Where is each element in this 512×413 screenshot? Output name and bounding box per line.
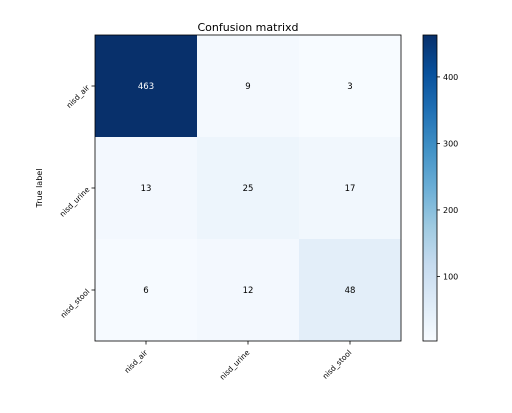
cell-value-nisd-air-nisd-stool: 3 (347, 82, 352, 92)
y-tick-label-nisd-urine: nisd_urine (58, 185, 92, 219)
x-tick-label-nisd-air: nisd_air (123, 347, 151, 375)
colorbar-tick-label-300: 300 (443, 139, 458, 148)
x-tick-label-nisd-stool: nisd_stool (321, 348, 354, 381)
cell-value-nisd-stool-nisd-stool: 48 (345, 286, 356, 296)
y-tick-label-nisd-stool: nisd_stool (59, 287, 92, 320)
colorbar (423, 35, 437, 341)
colorbar-tick-label-400: 400 (443, 73, 458, 82)
colorbar-tick-label-200: 200 (443, 206, 458, 215)
y-axis-label: True label (35, 169, 44, 209)
cell-value-nisd-air-nisd-air: 463 (138, 82, 154, 92)
cell-value-nisd-urine-nisd-stool: 17 (345, 184, 356, 194)
cell-value-nisd-air-nisd-urine: 9 (245, 82, 250, 92)
colorbar-ticks: 100 200 300 400 (437, 73, 458, 282)
cell-value-nisd-stool-nisd-urine: 12 (243, 286, 254, 296)
colorbar-tick-label-100: 100 (443, 272, 458, 281)
cell-value-nisd-stool-nisd-air: 6 (143, 286, 148, 296)
cell-value-nisd-urine-nisd-urine: 25 (243, 184, 254, 194)
cell-value-nisd-urine-nisd-air: 13 (141, 184, 152, 194)
y-tick-labels: nisd_air nisd_urine nisd_stool (58, 82, 95, 319)
y-tick-label-nisd-air: nisd_air (65, 82, 93, 110)
x-tick-label-nisd-urine: nisd_urine (218, 348, 252, 382)
x-tick-labels: nisd_air nisd_urine nisd_stool (123, 341, 354, 382)
chart-title: Confusion matrixd (197, 21, 298, 34)
